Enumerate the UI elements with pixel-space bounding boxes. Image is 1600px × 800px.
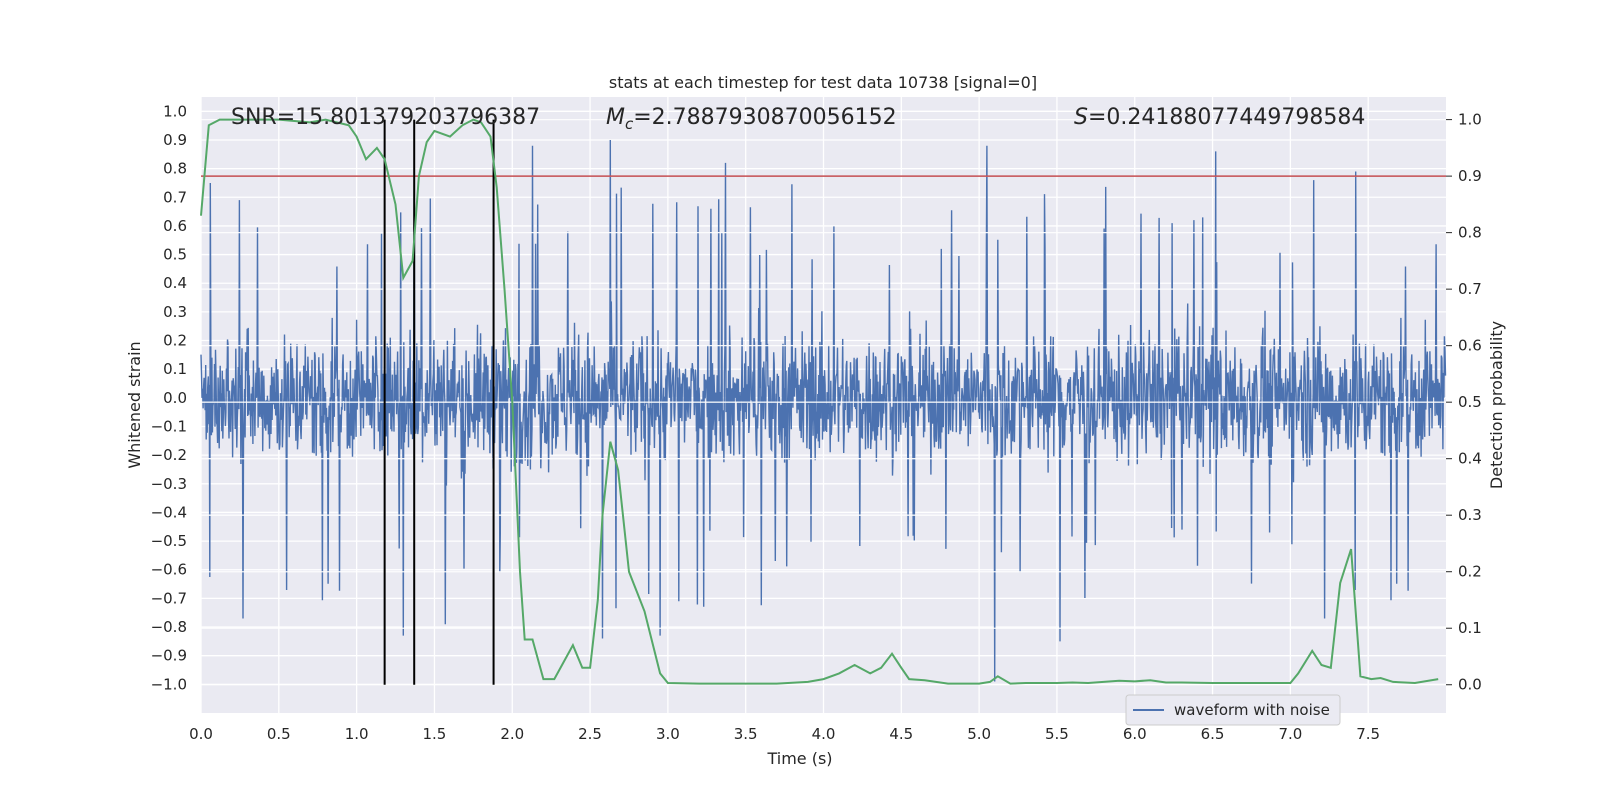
y-tick-label: −0.2 — [151, 446, 187, 464]
chirp-mass-annotation: Mc=2.7887930870056152 — [606, 105, 897, 133]
x-tick-label: 3.0 — [656, 725, 680, 743]
x-tick-label: 7.0 — [1278, 725, 1302, 743]
y-tick-label: −0.7 — [151, 589, 187, 607]
x-axis-label: Time (s) — [766, 749, 832, 768]
y2-tick-label: 0.8 — [1458, 224, 1482, 242]
y-tick-label: 0.7 — [163, 188, 187, 206]
y-tick-label: −0.8 — [151, 618, 187, 636]
legend-waveform-label: waveform with noise — [1174, 701, 1330, 719]
s-symbol: S — [1074, 105, 1088, 130]
s-value: =0.24188077449798584 — [1088, 105, 1365, 130]
event-vertical-lines — [383, 119, 495, 685]
snr-annotation: SNR=15.801379203796387 — [231, 105, 540, 130]
y-axis-label: Whitened strain — [125, 341, 144, 468]
y-tick-label: 0.0 — [163, 389, 187, 407]
y-tick-label: −0.1 — [151, 417, 187, 435]
x-tick-label: 3.5 — [734, 725, 758, 743]
x-tick-label: 4.5 — [889, 725, 913, 743]
y-axis-ticks: 1.0 0.9 0.8 0.7 0.6 0.5 0.4 0.3 0.2 0.1 0.0 −0.1 −0.… — [151, 102, 187, 693]
y-tick-label: 0.3 — [163, 303, 187, 321]
x-axis-ticks: 0.0 0.5 1.0 1.5 2.0 2.5 3.0 3.5 4.0 4.5 5.0 5.5 6.0 6… — [189, 725, 1380, 743]
grid-overlay — [201, 118, 1446, 686]
y2-tick-label: 0.7 — [1458, 280, 1482, 298]
legend: waveform with noise — [1125, 694, 1341, 726]
y2-axis-ticks: 1.0 0.9 0.8 0.7 0.6 0.5 0.4 0.3 0.2 0.1 0.0 — [1446, 111, 1482, 694]
x-tick-label: 0.5 — [267, 725, 291, 743]
probability-series — [200, 118, 1439, 685]
chirp-mass-subscript: c — [625, 115, 634, 133]
chart-title: stats at each timestep for test data 107… — [609, 73, 1037, 92]
x-tick-label: 6.5 — [1201, 725, 1225, 743]
y2-tick-label: 0.2 — [1458, 563, 1482, 581]
chirp-mass-value: =2.7887930870056152 — [633, 105, 896, 130]
y2-tick-label: 0.6 — [1458, 337, 1482, 355]
y-tick-label: 0.2 — [163, 332, 187, 350]
y2-tick-label: 0.1 — [1458, 619, 1482, 637]
y2-tick-label: 0.4 — [1458, 450, 1482, 468]
y-tick-label: 0.5 — [163, 246, 187, 264]
y-tick-label: −0.9 — [151, 647, 187, 665]
x-tick-label: 2.5 — [578, 725, 602, 743]
x-tick-label: 0.0 — [189, 725, 213, 743]
x-tick-label: 5.5 — [1045, 725, 1069, 743]
y-tick-label: −1.0 — [151, 675, 187, 693]
y-tick-label: 0.8 — [163, 160, 187, 178]
x-tick-label: 1.0 — [345, 725, 369, 743]
y-tick-label: −0.3 — [151, 475, 187, 493]
y-tick-label: 0.6 — [163, 217, 187, 235]
y2-tick-label: 0.0 — [1458, 676, 1482, 694]
x-tick-label: 4.0 — [812, 725, 836, 743]
y2-axis-label: Detection probability — [1487, 321, 1506, 489]
y-tick-label: 0.9 — [163, 131, 187, 149]
x-tick-label: 6.0 — [1123, 725, 1147, 743]
y2-tick-label: 1.0 — [1458, 111, 1482, 129]
waveform-series — [200, 118, 1447, 686]
waveform-line — [200, 139, 1447, 682]
s-annotation: S=0.24188077449798584 — [1074, 105, 1365, 130]
x-tick-label: 7.5 — [1356, 725, 1380, 743]
y2-tick-label: 0.9 — [1458, 167, 1482, 185]
y2-tick-label: 0.5 — [1458, 393, 1482, 411]
y-tick-label: 0.4 — [163, 274, 187, 292]
x-tick-label: 5.0 — [967, 725, 991, 743]
y2-tick-label: 0.3 — [1458, 506, 1482, 524]
x-tick-label: 2.0 — [500, 725, 524, 743]
y-tick-label: 0.1 — [163, 360, 187, 378]
x-tick-label: 1.5 — [423, 725, 447, 743]
y-tick-label: −0.4 — [151, 503, 187, 521]
y-tick-label: 1.0 — [163, 102, 187, 120]
y-tick-label: −0.6 — [151, 561, 187, 579]
chirp-mass-symbol: M — [606, 105, 625, 130]
y-tick-label: −0.5 — [151, 532, 187, 550]
legend-box — [1125, 694, 1341, 726]
probability-line — [200, 118, 1439, 685]
